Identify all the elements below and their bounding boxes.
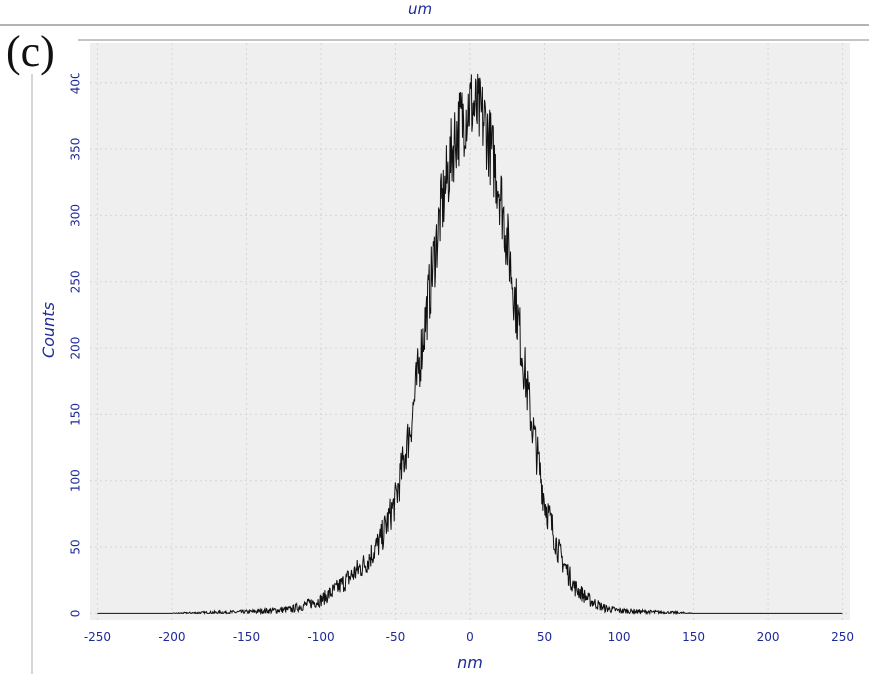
series-layer bbox=[97, 73, 843, 616]
y-axis-title: Counts bbox=[39, 302, 58, 358]
y-tick-label: 100 bbox=[69, 469, 83, 492]
x-tick-label: 100 bbox=[608, 630, 631, 644]
y-tick-label: 250 bbox=[69, 270, 83, 293]
x-tick-label: -250 bbox=[84, 630, 111, 644]
y-tick-label: 400 bbox=[69, 71, 83, 94]
x-tick-label: 150 bbox=[682, 630, 705, 644]
x-tick-label: 250 bbox=[831, 630, 854, 644]
gridlines bbox=[90, 43, 850, 620]
panel-label-bg bbox=[0, 26, 78, 74]
x-tick-label: -200 bbox=[158, 630, 185, 644]
y-axis-ticks: 0 50 100 150 200 250 300 350 400 bbox=[69, 71, 83, 617]
x-tick-label: -150 bbox=[233, 630, 260, 644]
y-tick-label: 50 bbox=[69, 539, 83, 554]
x-tick-label: 50 bbox=[537, 630, 552, 644]
series-line bbox=[97, 73, 843, 616]
x-axis-title: nm bbox=[457, 653, 483, 672]
panel-label: (c) bbox=[6, 27, 55, 76]
x-tick-label: 200 bbox=[757, 630, 780, 644]
y-tick-label: 150 bbox=[69, 403, 83, 426]
y-tick-label: 0 bbox=[69, 610, 83, 618]
x-tick-label: -100 bbox=[307, 630, 334, 644]
y-tick-label: 300 bbox=[69, 204, 83, 227]
x-tick-label: -50 bbox=[386, 630, 406, 644]
x-axis-ticks: -250 -200 -150 -100 -50 0 50 100 150 200 250 bbox=[84, 630, 854, 644]
x-tick-label: 0 bbox=[466, 630, 474, 644]
top-axis-unit: um bbox=[408, 0, 432, 18]
y-tick-label: 350 bbox=[69, 138, 83, 161]
y-tick-label: 200 bbox=[69, 337, 83, 360]
